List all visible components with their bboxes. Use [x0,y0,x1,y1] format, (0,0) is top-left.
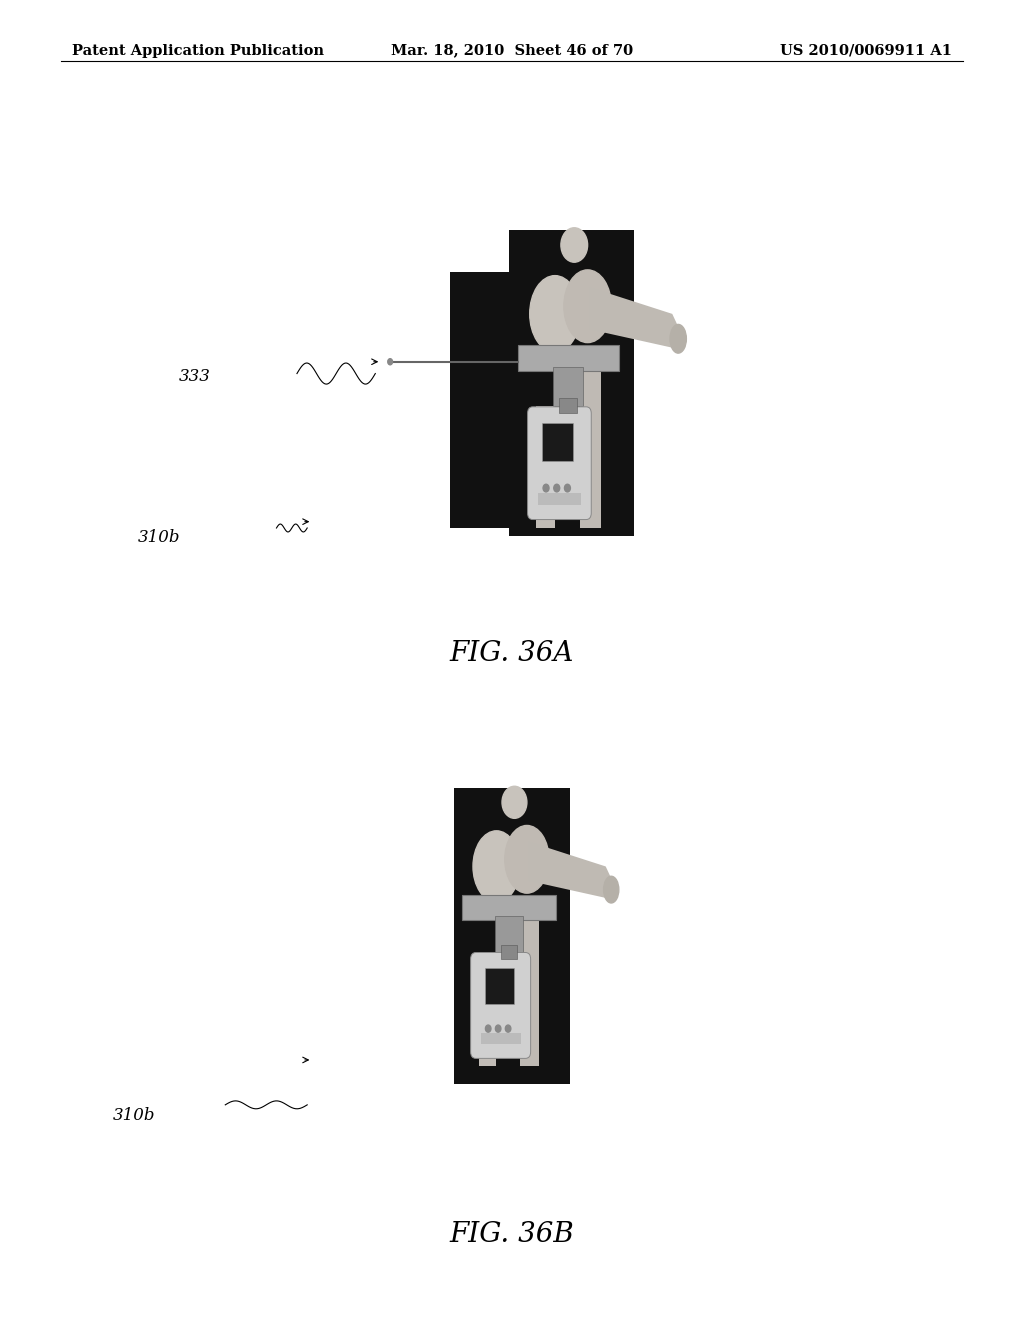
FancyBboxPatch shape [518,345,618,371]
Circle shape [554,484,560,492]
Ellipse shape [564,269,611,343]
Bar [559,399,578,413]
Text: 333: 333 [179,368,211,384]
Ellipse shape [670,325,686,354]
FancyBboxPatch shape [543,424,573,461]
Polygon shape [589,288,681,348]
Circle shape [564,484,570,492]
Text: FIG. 36A: FIG. 36A [450,640,574,667]
Bar [536,405,555,528]
Text: US 2010/0069911 A1: US 2010/0069911 A1 [780,44,952,58]
Ellipse shape [473,830,520,902]
Text: FIG. 36B: FIG. 36B [450,1221,574,1247]
Ellipse shape [529,276,581,352]
Circle shape [502,787,527,818]
Bar [480,1034,520,1044]
FancyBboxPatch shape [527,407,591,520]
Bar [538,494,581,506]
Bar [520,906,540,1067]
Bar [581,356,601,528]
Bar [454,788,569,1084]
FancyBboxPatch shape [462,895,556,920]
Bar [509,230,634,536]
FancyBboxPatch shape [471,953,530,1059]
Bar [496,916,522,952]
Text: 310b: 310b [138,529,181,545]
Circle shape [543,484,549,492]
Ellipse shape [603,876,618,903]
Circle shape [496,1026,501,1032]
Bar [450,272,539,528]
Circle shape [561,228,588,263]
FancyBboxPatch shape [484,969,514,1003]
Circle shape [388,359,392,364]
Circle shape [485,1026,490,1032]
Bar [501,945,517,960]
Bar [478,952,497,1067]
Text: Patent Application Publication: Patent Application Publication [72,44,324,58]
Bar [554,367,584,405]
Circle shape [505,1026,511,1032]
Text: 310b: 310b [113,1107,156,1123]
Text: Mar. 18, 2010  Sheet 46 of 70: Mar. 18, 2010 Sheet 46 of 70 [391,44,633,58]
Polygon shape [528,842,614,899]
Ellipse shape [505,825,549,894]
